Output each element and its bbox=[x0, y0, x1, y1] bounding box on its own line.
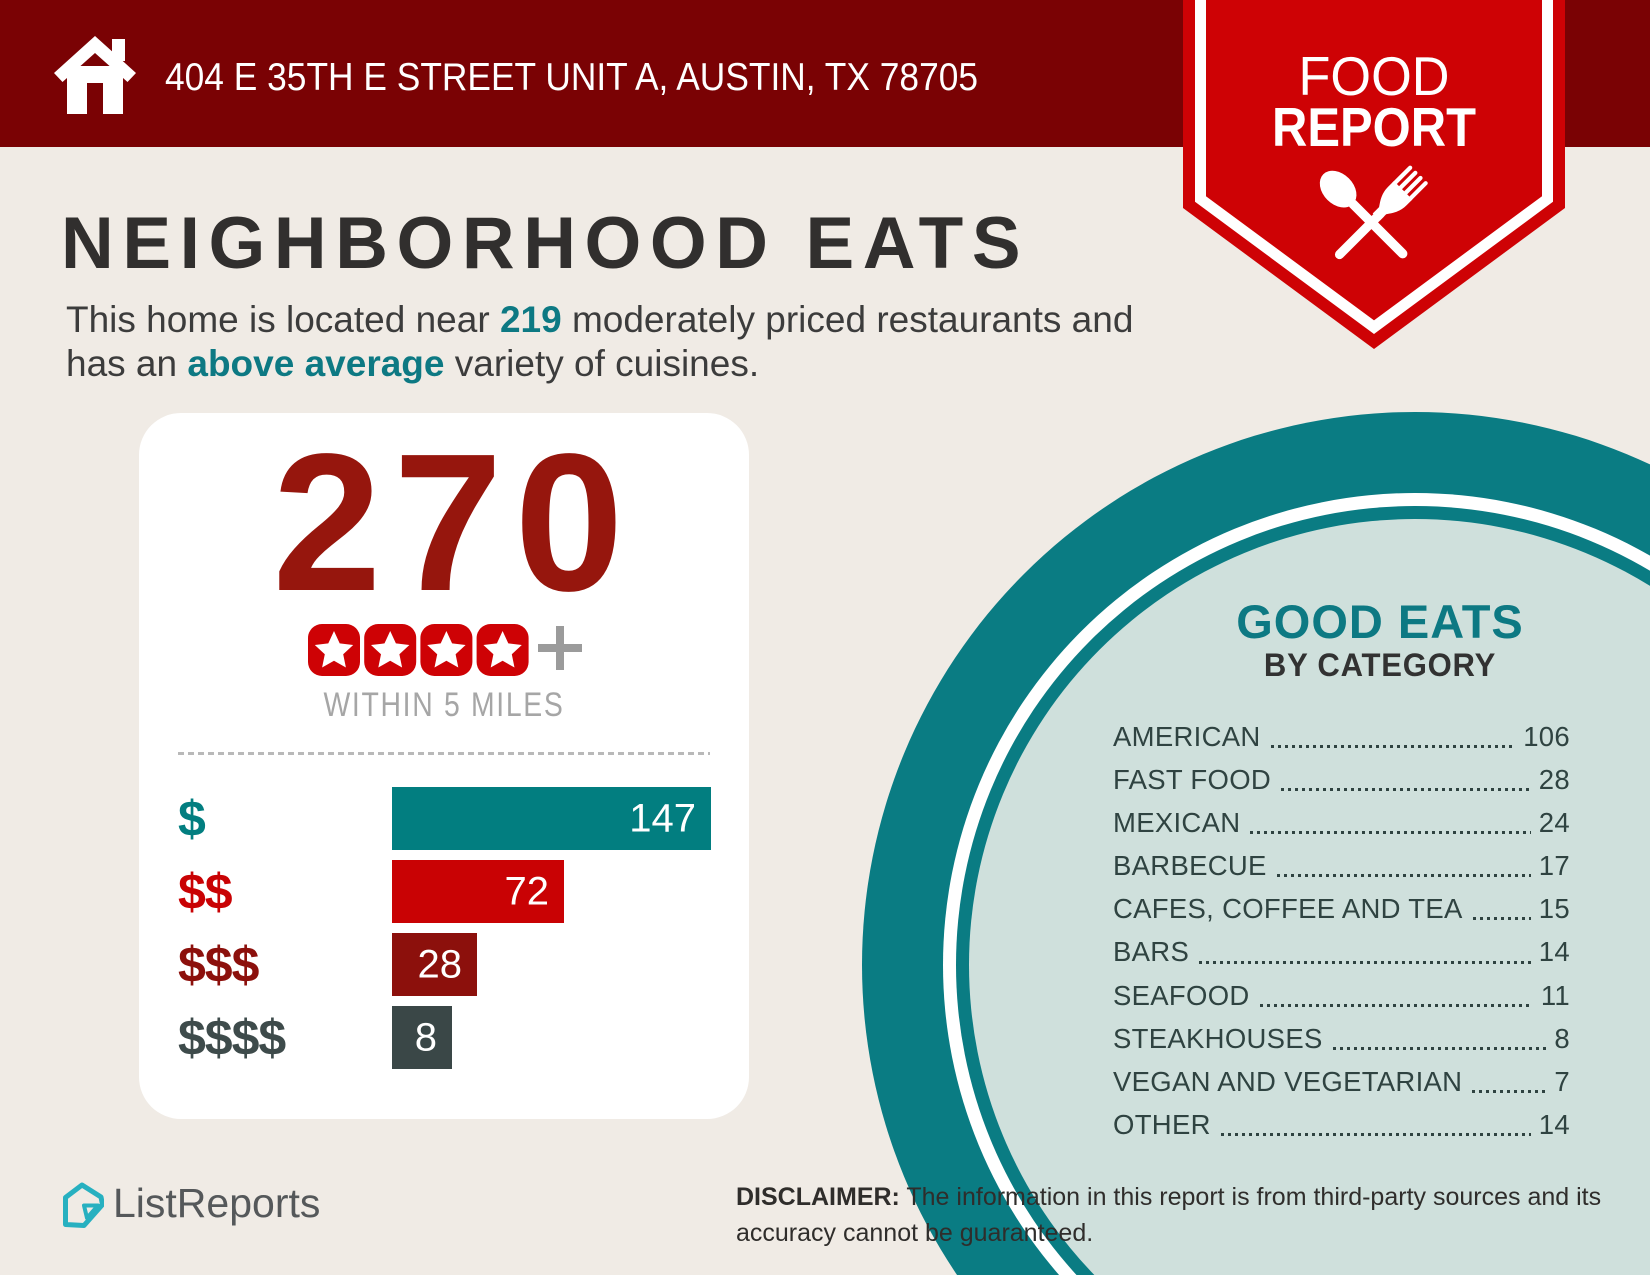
svg-text:FOOD: FOOD bbox=[1299, 45, 1450, 107]
svg-text:REPORT: REPORT bbox=[1272, 96, 1476, 158]
